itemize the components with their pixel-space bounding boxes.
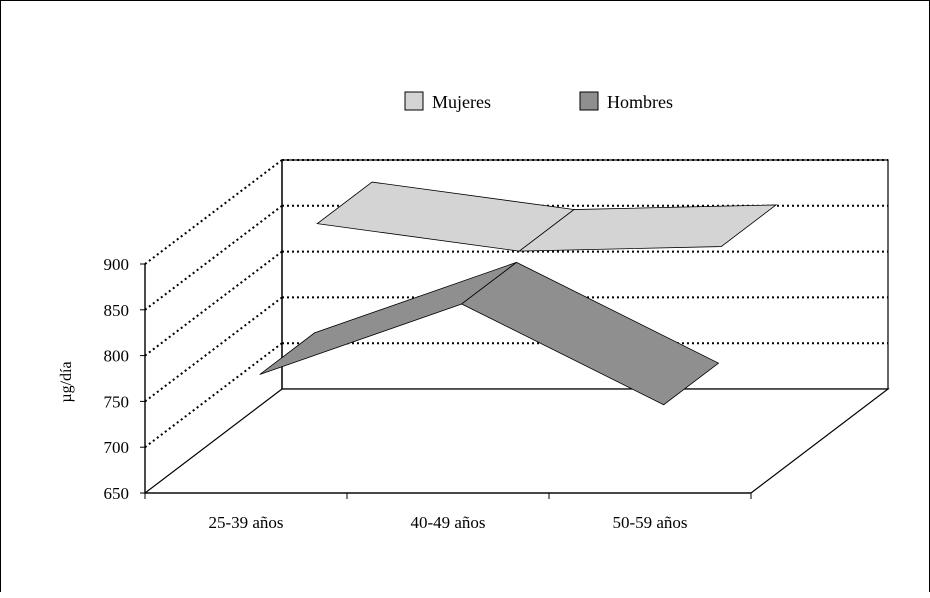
y-tick-label: 850 bbox=[104, 301, 130, 320]
y-axis-label: µg/día bbox=[58, 361, 75, 402]
gridline-left-wall bbox=[144, 250, 283, 357]
floor bbox=[143, 388, 890, 494]
legend: Mujeres Hombres bbox=[404, 91, 673, 112]
ribbon-hombres-segment bbox=[460, 261, 720, 406]
y-tick-label: 700 bbox=[104, 438, 130, 457]
y-tick-label: 650 bbox=[104, 484, 130, 503]
x-tick-labels: 25-39 años 40-49 años 50-59 años bbox=[208, 513, 687, 532]
x-tick-label: 50-59 años bbox=[612, 513, 687, 532]
legend-label-hombres: Hombres bbox=[607, 92, 673, 112]
series-hombres bbox=[259, 261, 720, 406]
y-tick-label: 750 bbox=[104, 392, 130, 411]
gridline-left-wall bbox=[144, 159, 283, 265]
legend-swatch-hombres bbox=[579, 91, 599, 111]
y-tick-labels: 650 700 750 800 850 900 bbox=[104, 255, 130, 503]
legend-swatch-mujeres bbox=[404, 91, 424, 111]
ribbon-mujeres-segment bbox=[518, 204, 778, 252]
x-tick-label: 25-39 años bbox=[208, 513, 283, 532]
gridline-left-wall bbox=[144, 205, 283, 311]
axes bbox=[140, 263, 752, 499]
gridline-left-wall bbox=[144, 342, 283, 448]
gridline-left-wall bbox=[144, 296, 283, 403]
legend-label-mujeres: Mujeres bbox=[432, 92, 491, 112]
y-tick-label: 800 bbox=[104, 347, 130, 366]
y-tick-label: 900 bbox=[104, 255, 130, 274]
x-tick-label: 40-49 años bbox=[410, 513, 485, 532]
series-mujeres bbox=[316, 181, 778, 252]
